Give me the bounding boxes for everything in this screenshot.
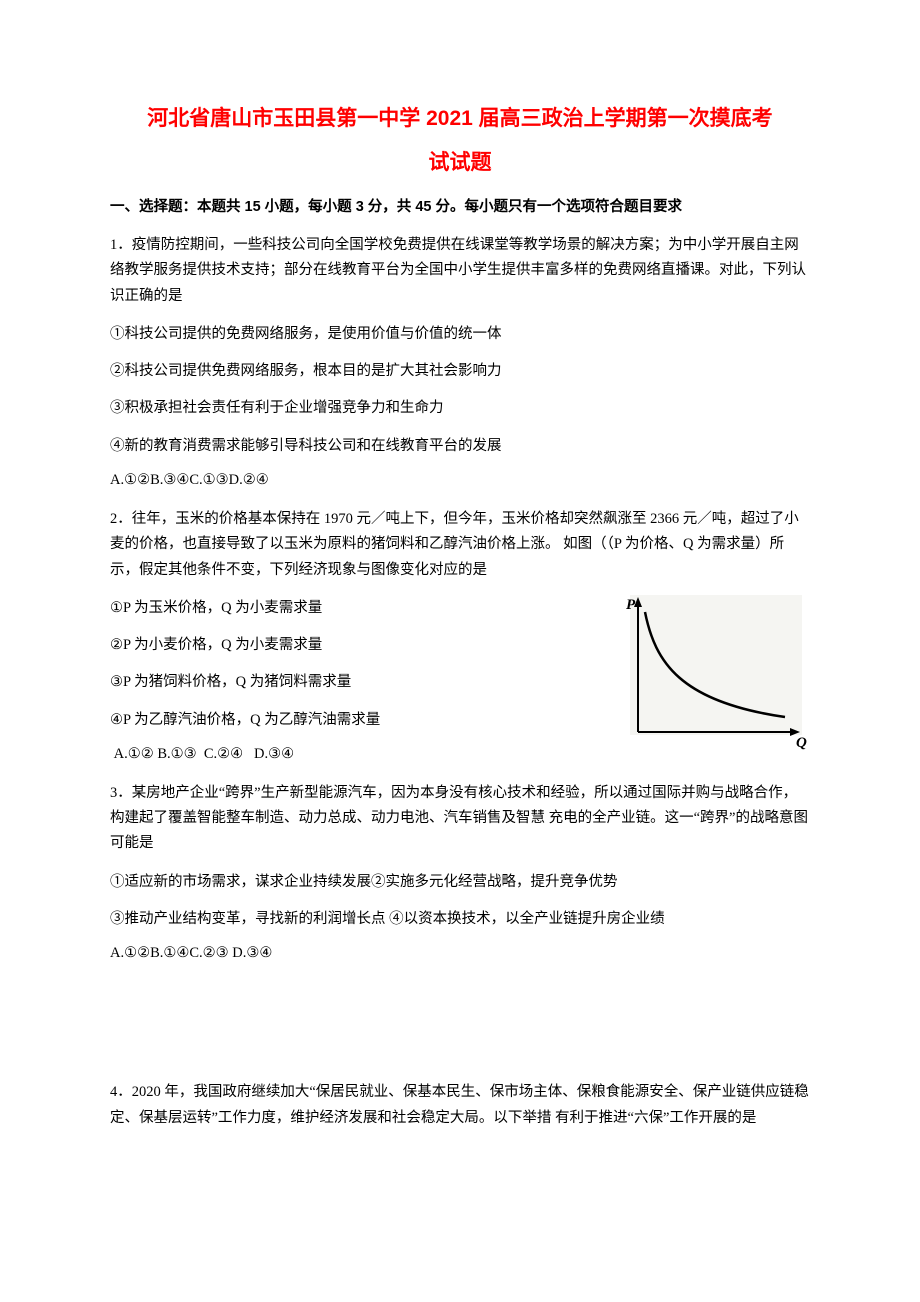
question-2-option-4: ④P 为乙醇汽油价格，Q 为乙醇汽油需求量 <box>110 709 550 732</box>
question-4-stem: 4．2020 年，我国政府继续加大“保居民就业、保基本民生、保市场主体、保粮食能… <box>110 1080 810 1131</box>
demand-curve-chart: P Q <box>610 587 810 752</box>
question-3-answers: A.①②B.①④C.②③ D.③④ <box>110 945 810 962</box>
question-3-option-row-2: ③推动产业结构变革，寻找新的利润增长点 ④以资本换技术，以全产业链提升房企业绩 <box>110 908 810 931</box>
section-1-header: 一、选择题：本题共 15 小题，每小题 3 分，共 45 分。每小题只有一个选项… <box>110 196 810 219</box>
chart-background <box>630 595 802 735</box>
question-1-option-1: ①科技公司提供的免费网络服务，是使用价值与价值的统一体 <box>110 323 810 346</box>
question-2-body: P Q ①P 为玉米价格，Q 为小麦需求量 ②P 为小麦价格，Q 为小麦需求量 … <box>110 597 810 763</box>
question-1-option-3: ③积极承担社会责任有利于企业增强竞争力和生命力 <box>110 397 810 420</box>
question-3-option-row-1: ①适应新的市场需求，谋求企业持续发展②实施多元化经营战略，提升竞争优势 <box>110 871 810 894</box>
question-1-answers: A.①②B.③④C.①③D.②④ <box>110 472 810 489</box>
exam-title-line2: 试试题 <box>110 146 810 176</box>
y-axis-label: P <box>626 597 636 613</box>
question-1-option-2: ②科技公司提供免费网络服务，根本目的是扩大其社会影响力 <box>110 360 810 383</box>
question-3-stem: 3．某房地产企业“跨界”生产新型能源汽车，因为本身没有核心技术和经验，所以通过国… <box>110 781 810 857</box>
x-axis-label: Q <box>796 735 807 751</box>
question-2-stem: 2．往年，玉米的价格基本保持在 1970 元／吨上下，但今年，玉米价格却突然飙涨… <box>110 507 810 583</box>
question-1-stem: 1．疫情防控期间，一些科技公司向全国学校免费提供在线课堂等教学场景的解决方案；为… <box>110 233 810 309</box>
question-2-option-1: ①P 为玉米价格，Q 为小麦需求量 <box>110 597 550 620</box>
question-2-option-2: ②P 为小麦价格，Q 为小麦需求量 <box>110 634 550 657</box>
question-1-option-4: ④新的教育消费需求能够引导科技公司和在线教育平台的发展 <box>110 435 810 458</box>
spacer <box>110 980 810 1080</box>
question-2-option-3: ③P 为猪饲料价格，Q 为猪饲料需求量 <box>110 671 550 694</box>
exam-title-line1: 河北省唐山市玉田县第一中学 2021 届高三政治上学期第一次摸底考 <box>110 100 810 138</box>
exam-page: 河北省唐山市玉田县第一中学 2021 届高三政治上学期第一次摸底考 试试题 一、… <box>0 0 920 1205</box>
